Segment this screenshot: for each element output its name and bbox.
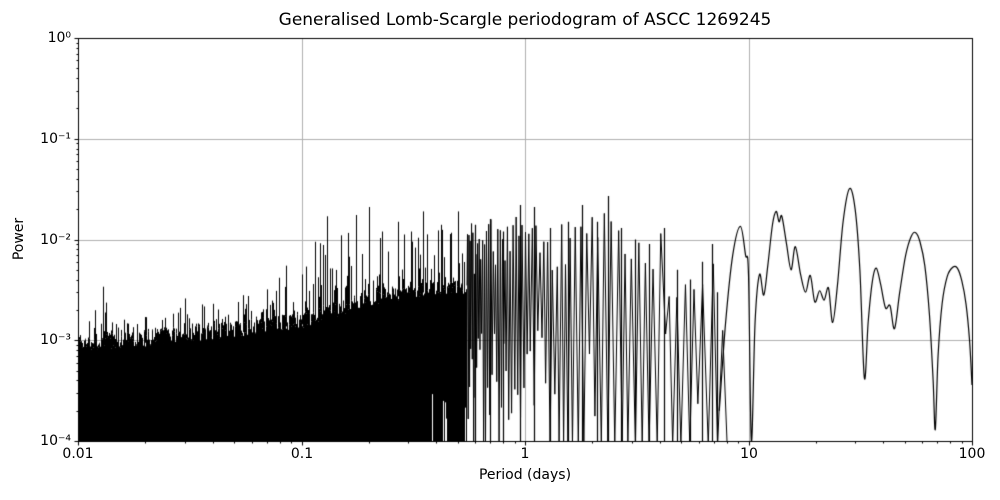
x-axis-label: Period (days) <box>478 467 572 483</box>
x-tick-label-0.01: 0.01 <box>62 446 94 462</box>
x-tick-label-100: 100 <box>958 446 986 462</box>
y-tick-label-1e-1: 10⁻¹ <box>40 131 71 147</box>
y-tick-label-1e-4: 10⁻⁴ <box>40 433 71 449</box>
x-tick-label-0.1: 0.1 <box>290 446 314 462</box>
x-tick-label-10: 10 <box>740 446 758 462</box>
chart-title: Generalised Lomb-Scargle periodogram of … <box>278 10 772 30</box>
y-tick-label-1e-3: 10⁻³ <box>40 332 71 348</box>
x-tick-label-1: 1 <box>520 446 530 462</box>
y-tick-label-1e0: 10⁰ <box>47 30 71 46</box>
y-tick-label-1e-2: 10⁻² <box>40 232 71 248</box>
